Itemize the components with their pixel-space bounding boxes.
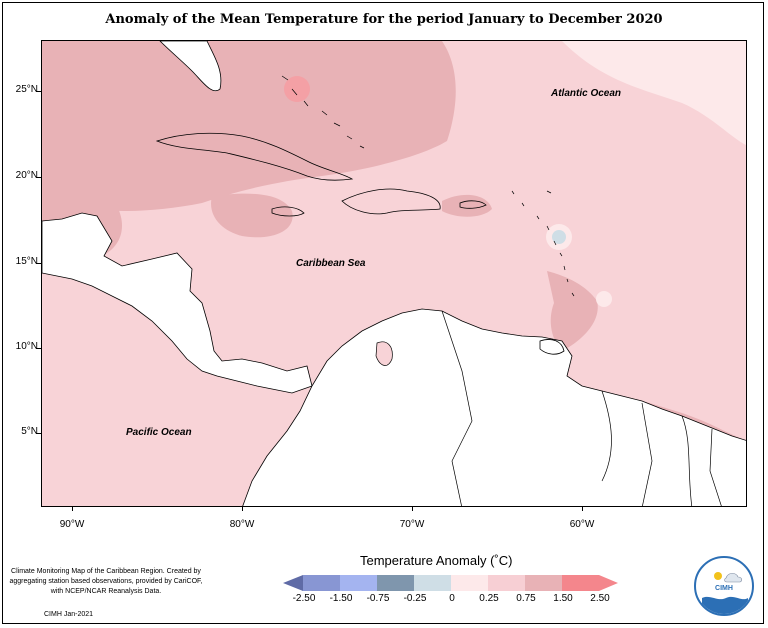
legend-swatch-8 — [562, 575, 599, 591]
wave-icon — [702, 596, 748, 614]
legend-swatch-1 — [303, 575, 340, 591]
x-tick-mark — [412, 507, 413, 511]
x-tick-70w: 70°W — [399, 519, 425, 530]
land-central-america — [42, 212, 313, 394]
legend-swatch-4 — [414, 575, 451, 591]
anomaly-zone-antilles — [442, 194, 492, 217]
x-tick-90w: 90°W — [59, 519, 85, 530]
legend-swatch-2 — [340, 575, 377, 591]
legend-swatch-7 — [525, 575, 562, 591]
y-tick-mark — [37, 348, 41, 349]
y-tick-mark — [37, 91, 41, 92]
x-tick-mark — [72, 507, 73, 511]
land-maracaibo — [375, 341, 393, 366]
pacific-ocean-label: Pacific Ocean — [126, 427, 192, 438]
y-tick-mark — [37, 263, 41, 264]
anomaly-spot-cool-3 — [596, 291, 612, 307]
credit-sub: CIMH Jan-2021 — [44, 611, 94, 618]
legend-title: Temperature Anomaly (˚C) — [360, 553, 513, 568]
land-borders — [441, 310, 722, 506]
anomaly-zone-light-east — [562, 41, 746, 145]
legend-tick-label: -0.25 — [403, 593, 427, 604]
legend-swatch-5 — [451, 575, 488, 591]
land-cuba — [155, 132, 354, 181]
anomaly-zone-north-west — [42, 41, 456, 211]
anomaly-zone-lesser-antilles — [547, 271, 598, 351]
cimh-logo: CIMH — [694, 556, 754, 616]
land-jamaica — [271, 206, 305, 217]
legend-swatch-3 — [377, 575, 414, 591]
logo-text: CIMH — [715, 585, 733, 592]
y-tick-15n: 15°N — [15, 256, 38, 267]
land-trinidad — [539, 339, 565, 355]
map-title: Anomaly of the Mean Temperature for the … — [105, 12, 663, 27]
credit-text: Climate Monitoring Map of the Caribbean … — [9, 568, 203, 595]
legend-swatch-6 — [488, 575, 525, 591]
cloud-icon — [724, 573, 743, 583]
legend-tick-label: -0.75 — [366, 593, 390, 604]
anomaly-spot-cool-2 — [552, 230, 566, 244]
legend-tick-label: -1.50 — [329, 593, 353, 604]
land-lesser-antilles — [511, 190, 575, 297]
land-bahamas — [281, 75, 365, 149]
caribbean-sea-label: Caribbean Sea — [296, 258, 366, 269]
logo-graphic — [702, 572, 748, 614]
x-tick-mark — [582, 507, 583, 511]
legend-swatch-9 — [599, 575, 618, 591]
y-tick-5n: 5°N — [21, 426, 38, 437]
legend-tick-label: 0 — [449, 593, 455, 604]
legend-swatch-0 — [283, 575, 303, 591]
x-tick-80w: 80°W — [229, 519, 255, 530]
atlantic-ocean-label: Atlantic Ocean — [551, 88, 622, 99]
anomaly-spot-warm — [284, 76, 310, 102]
legend-colorbar — [283, 575, 618, 591]
sun-icon — [714, 572, 722, 580]
y-tick-mark — [37, 177, 41, 178]
anomaly-zone-north-west-ext — [211, 193, 293, 238]
legend-tick-label: 0.75 — [516, 593, 536, 604]
y-tick-mark — [37, 433, 41, 434]
legend-tick-label: 2.50 — [590, 593, 610, 604]
x-tick-mark — [242, 507, 243, 511]
land-florida — [159, 41, 222, 92]
map-canvas — [42, 41, 746, 506]
land-hispaniola — [341, 188, 441, 215]
anomaly-map — [41, 40, 747, 507]
y-tick-25n: 25°N — [15, 84, 38, 95]
x-tick-60w: 60°W — [569, 519, 595, 530]
land-south-america — [242, 308, 746, 506]
y-tick-10n: 10°N — [15, 341, 38, 352]
y-tick-20n: 20°N — [15, 170, 38, 181]
legend-tick-label: 0.25 — [479, 593, 499, 604]
legend-tick-label: 1.50 — [553, 593, 573, 604]
land-puerto-rico — [459, 200, 487, 209]
legend-tick-label: -2.50 — [292, 593, 316, 604]
